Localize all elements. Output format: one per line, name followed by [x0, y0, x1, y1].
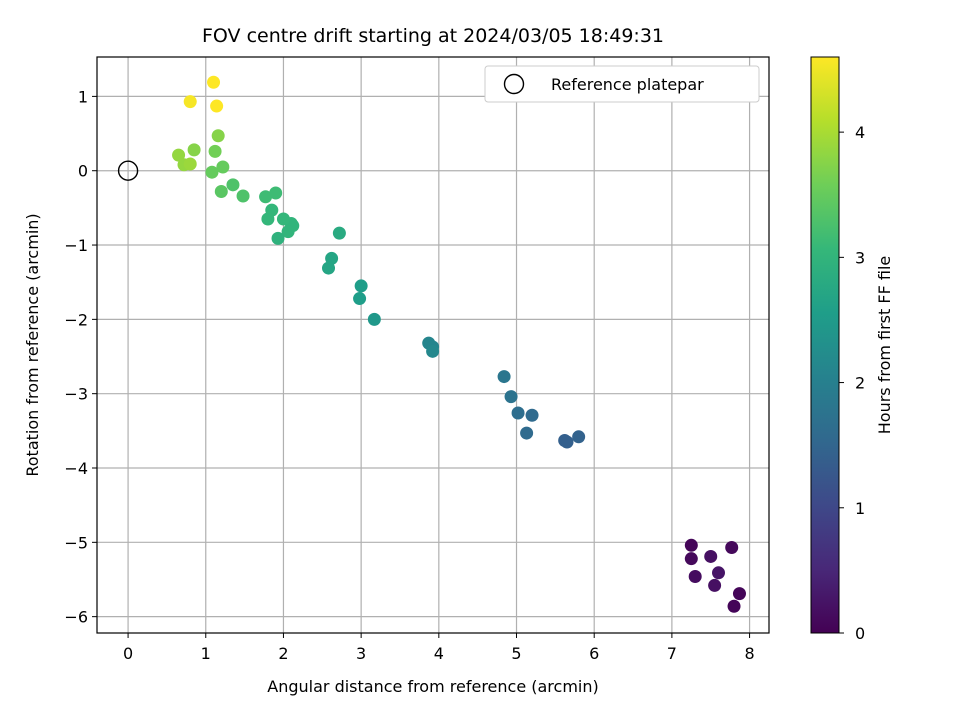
data-point — [281, 225, 295, 239]
colorbar: 0 1 2 3 4 Hours from first FF file — [810, 56, 894, 643]
y-tick-label: −3 — [64, 385, 88, 404]
data-point — [265, 203, 279, 217]
x-tick-label: 0 — [123, 644, 133, 663]
data-point — [183, 95, 197, 109]
data-point — [187, 143, 201, 157]
scatter-points — [172, 75, 746, 613]
y-tick-label: −6 — [64, 608, 88, 627]
data-point — [367, 312, 381, 326]
data-point — [504, 390, 518, 404]
data-point — [183, 157, 197, 171]
data-point — [426, 344, 440, 358]
data-point — [276, 212, 290, 226]
data-point — [558, 434, 572, 448]
data-point — [684, 552, 698, 566]
grid-lines — [97, 57, 769, 633]
data-point — [354, 279, 368, 293]
y-tick-label: −5 — [64, 533, 88, 552]
data-point — [712, 566, 726, 580]
data-point — [214, 185, 228, 199]
y-axis-ticks: −6 −5 −4 −3 −2 −1 0 1 — [64, 87, 97, 627]
data-point — [684, 538, 698, 552]
data-point — [497, 370, 511, 384]
data-point — [725, 541, 739, 555]
y-tick-label: 1 — [78, 87, 88, 106]
x-tick-label: 1 — [201, 644, 211, 663]
data-point — [216, 160, 230, 174]
reference-marker-group — [117, 160, 139, 181]
colorbar-tick-label: 3 — [855, 248, 865, 267]
x-tick-label: 3 — [356, 644, 366, 663]
legend-marker — [503, 73, 525, 95]
data-point — [205, 165, 219, 179]
data-point — [353, 292, 367, 306]
chart-title: FOV centre drift starting at 2024/03/05 … — [202, 25, 664, 47]
data-point — [332, 226, 346, 240]
x-tick-label: 2 — [278, 644, 288, 663]
y-tick-label: −2 — [64, 310, 88, 329]
x-tick-label: 4 — [434, 644, 444, 663]
data-point — [210, 99, 224, 113]
colorbar-label: Hours from first FF file — [875, 256, 894, 435]
colorbar-tick-label: 0 — [855, 624, 865, 643]
data-point — [708, 578, 722, 592]
y-tick-label: −4 — [64, 459, 88, 478]
data-point — [688, 570, 702, 584]
data-point — [269, 186, 283, 200]
y-axis-label: Rotation from reference (arcmin) — [23, 213, 42, 476]
data-point — [704, 549, 718, 563]
data-point — [732, 587, 746, 601]
colorbar-ticks: 0 1 2 3 4 — [839, 123, 865, 643]
data-point — [525, 408, 539, 422]
x-tick-label: 5 — [511, 644, 521, 663]
y-tick-label: 0 — [78, 162, 88, 181]
data-point — [322, 261, 336, 275]
data-point — [572, 430, 586, 444]
legend-label: Reference platepar — [551, 75, 704, 94]
data-point — [236, 189, 250, 203]
legend: Reference platepar — [484, 65, 760, 103]
reference-marker — [117, 160, 139, 181]
x-axis-label: Angular distance from reference (arcmin) — [267, 677, 598, 696]
x-tick-label: 7 — [667, 644, 677, 663]
data-point — [727, 599, 741, 613]
data-point — [511, 406, 525, 420]
data-point — [259, 190, 273, 204]
data-point — [211, 129, 225, 143]
x-tick-label: 6 — [589, 644, 599, 663]
plot-frame — [96, 56, 770, 634]
x-tick-label: 8 — [744, 644, 754, 663]
data-point — [520, 426, 534, 440]
data-point — [226, 178, 240, 192]
data-point — [208, 144, 222, 158]
x-axis-ticks: 0 1 2 3 4 5 6 7 8 — [123, 633, 755, 663]
legend-box — [484, 65, 760, 103]
colorbar-tick-label: 2 — [855, 374, 865, 393]
data-point — [207, 75, 221, 89]
colorbar-tick-label: 4 — [855, 123, 865, 142]
data-point — [172, 148, 186, 162]
data-point — [271, 231, 285, 245]
colorbar-gradient — [810, 56, 840, 634]
y-tick-label: −1 — [64, 236, 88, 255]
colorbar-tick-label: 1 — [855, 499, 865, 518]
